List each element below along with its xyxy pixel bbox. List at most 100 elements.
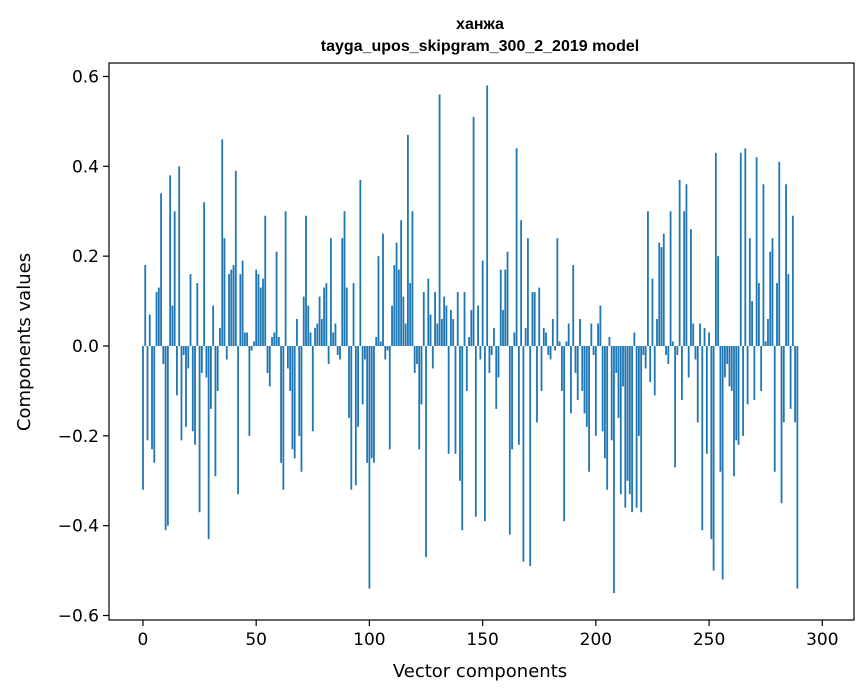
- bar-204: [604, 345, 606, 459]
- bar-90: [345, 287, 348, 346]
- bar-253: [714, 152, 717, 346]
- bar-240: [685, 184, 688, 346]
- y-tick-label: 0.0: [72, 337, 99, 357]
- bar-234: [671, 341, 674, 346]
- bar-21: [189, 274, 192, 346]
- bar-264: [739, 152, 742, 346]
- bar-96: [359, 179, 362, 346]
- bars-group: [142, 85, 799, 594]
- bar-56: [268, 345, 271, 387]
- bar-178: [545, 332, 547, 346]
- bar-140: [459, 345, 461, 481]
- bar-31: [212, 305, 215, 346]
- bar-274: [762, 184, 765, 346]
- bar-207: [610, 345, 613, 441]
- bar-145: [470, 310, 473, 346]
- y-axis-ticks: −0.6 −0.4 −0.2 0.0 0.2 0.4 0.6: [58, 67, 109, 627]
- bar-248: [703, 328, 706, 346]
- bar-280: [776, 283, 778, 346]
- bar-20: [187, 345, 190, 369]
- bar-88: [341, 238, 344, 346]
- bar-218: [635, 345, 638, 508]
- bar-231: [665, 345, 667, 355]
- bar-220: [640, 345, 643, 513]
- chart-subtitle: tayga_upos_skipgram_300_2_2019 model: [321, 38, 639, 55]
- bar-146: [472, 116, 475, 346]
- bar-26: [200, 345, 203, 373]
- bar-211: [619, 345, 622, 495]
- bar-206: [608, 337, 611, 346]
- bar-228: [658, 242, 661, 346]
- bar-276: [767, 319, 769, 346]
- bar-12: [169, 175, 172, 346]
- bar-200: [594, 345, 597, 436]
- x-axis-label: Vector components: [393, 661, 567, 682]
- bar-46: [246, 332, 249, 346]
- bar-229: [660, 247, 663, 346]
- bar-82: [327, 345, 330, 364]
- bar-269: [751, 301, 753, 346]
- bar-120: [413, 345, 416, 373]
- bar-38: [228, 274, 230, 346]
- bar-193: [579, 319, 581, 346]
- bar-50: [255, 269, 258, 346]
- bar-141: [461, 345, 464, 531]
- bar-287: [791, 215, 794, 346]
- bar-23: [194, 345, 196, 445]
- bar-57: [271, 337, 273, 346]
- bar-154: [490, 345, 493, 355]
- bar-68: [296, 319, 298, 346]
- bar-134: [445, 305, 448, 346]
- bar-168: [522, 345, 525, 562]
- bar-67: [293, 345, 296, 459]
- bar-117: [407, 134, 409, 346]
- bar-255: [719, 345, 722, 472]
- bar-214: [626, 345, 629, 481]
- bar-24: [196, 283, 199, 346]
- bar-59: [275, 251, 278, 346]
- bar-51: [257, 274, 260, 346]
- bar-196: [585, 345, 588, 427]
- bar-61: [280, 345, 282, 463]
- bar-199: [592, 345, 595, 355]
- bar-187: [565, 341, 568, 346]
- bar-84: [332, 332, 335, 346]
- bar-45: [243, 332, 246, 346]
- bar-52: [259, 287, 262, 346]
- bar-233: [669, 211, 672, 346]
- bar-142: [463, 292, 466, 346]
- bar-180: [549, 345, 552, 360]
- bar-1: [144, 265, 147, 346]
- bar-79: [320, 319, 323, 346]
- bar-267: [746, 345, 749, 405]
- bar-80: [323, 287, 326, 346]
- bar-43: [239, 274, 242, 346]
- bar-114: [400, 220, 403, 346]
- bar-254: [717, 256, 720, 346]
- bar-202: [599, 305, 602, 346]
- bar-163: [511, 345, 513, 450]
- bar-4: [151, 345, 153, 450]
- bar-17: [180, 345, 183, 441]
- bar-19: [185, 345, 187, 427]
- bar-278: [771, 238, 774, 346]
- bar-279: [773, 345, 776, 472]
- plot-frame: [108, 62, 855, 621]
- y-tick-label: −0.4: [58, 517, 99, 537]
- bar-171: [529, 345, 532, 567]
- bar-121: [416, 345, 418, 364]
- bar-184: [558, 341, 561, 346]
- bar-259: [728, 345, 731, 387]
- bar-197: [588, 345, 590, 472]
- bar-144: [468, 337, 470, 346]
- bar-62: [282, 345, 285, 490]
- x-tick-label: 0: [138, 630, 149, 650]
- bar-42: [237, 345, 239, 495]
- bar-124: [422, 292, 425, 346]
- bar-77: [316, 323, 319, 346]
- bar-175: [538, 287, 541, 346]
- bar-94: [354, 345, 357, 486]
- bar-277: [769, 251, 772, 346]
- bar-172: [531, 292, 534, 346]
